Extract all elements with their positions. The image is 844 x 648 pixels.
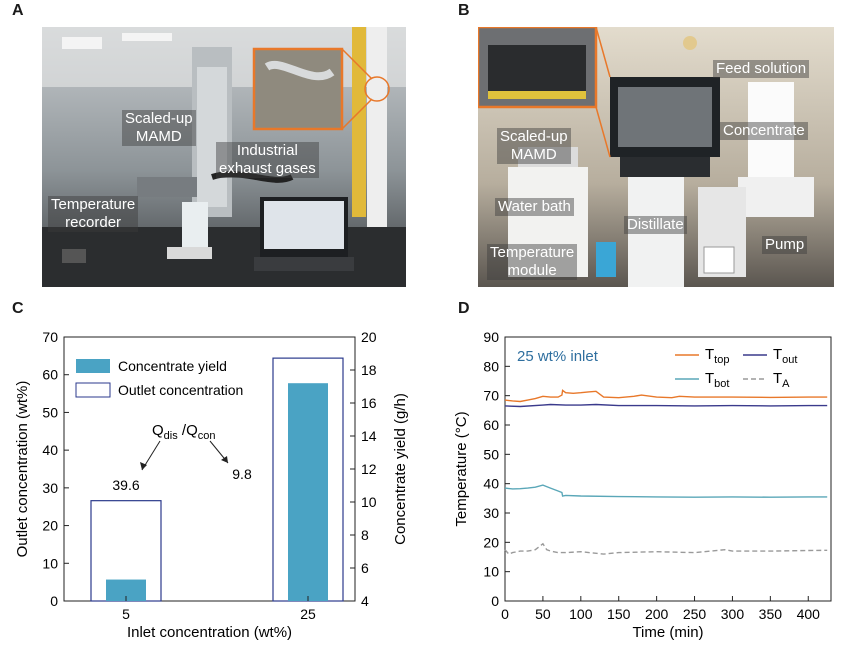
yield-bar [106, 579, 146, 601]
arrow-con-head [221, 456, 228, 463]
series-line-top [504, 389, 828, 403]
x-tick-label: 300 [721, 606, 745, 622]
y-right-tick-label: 12 [361, 461, 377, 477]
y-left-tick-label: 10 [42, 555, 58, 571]
y-right-tick-label: 14 [361, 428, 377, 444]
panel-letter-c: C [12, 300, 24, 317]
photo-b-label-concentrate: Concentrate [720, 122, 808, 140]
y-tick-label: 50 [483, 446, 499, 462]
x-axis-label: Inlet concentration (wt%) [127, 624, 292, 641]
panel-letter-b: B [458, 2, 470, 19]
series-line-out [504, 403, 828, 408]
y-tick-label: 10 [483, 564, 499, 580]
x-tick-label: 400 [797, 606, 821, 622]
y-right-tick-label: 4 [361, 593, 369, 609]
y-left-tick-label: 70 [42, 329, 58, 345]
y-right-tick-label: 18 [361, 362, 377, 378]
y-left-tick-label: 40 [42, 442, 58, 458]
y-left-axis-label: Outlet concentration (wt%) [14, 381, 31, 558]
photo-b-label-water-bath: Water bath [495, 198, 574, 216]
yield-bar [288, 383, 328, 601]
x-tick-label: 150 [607, 606, 631, 622]
y-tick-label: 30 [483, 505, 499, 521]
x-tick-label: 5 [122, 606, 130, 622]
y-left-tick-label: 30 [42, 480, 58, 496]
y-left-tick-label: 50 [42, 404, 58, 420]
photo-industrial-setup [42, 27, 406, 287]
y-left-tick-label: 0 [50, 593, 58, 609]
x-tick-label: 50 [535, 606, 551, 622]
legend-label-outlet: Outlet concentration [118, 382, 243, 398]
x-tick-label: 250 [683, 606, 707, 622]
y-tick-label: 90 [483, 329, 499, 345]
photo-b-label-pump: Pump [762, 236, 808, 254]
photo-b-label-module: Temperature module [487, 244, 578, 280]
photo-b-label-distillate: Distillate [624, 216, 687, 234]
arrow-dis-head [140, 462, 147, 470]
plot-frame [504, 336, 832, 602]
photo-lab-setup [478, 27, 834, 287]
y-tick-label: 0 [491, 593, 499, 609]
y-right-axis-label: Concentrate yield (g/h) [392, 393, 409, 545]
y-left-tick-label: 20 [42, 518, 58, 534]
y-right-tick-label: 20 [361, 329, 377, 345]
legend-swatch-yield [76, 359, 110, 373]
dis-value: 39.6 [112, 477, 139, 493]
photo-b-label-feed: Feed solution [713, 60, 810, 78]
series-line-bot [504, 484, 828, 498]
legend-label-a: TA [773, 370, 790, 390]
con-value: 9.8 [232, 466, 252, 482]
inlet-annotation: 25 wt% inlet [517, 348, 599, 365]
legend-swatch-outlet [75, 382, 111, 398]
legend-label-top: Ttop [705, 346, 729, 366]
y-right-tick-label: 6 [361, 560, 369, 576]
panel-letter-a: A [12, 2, 24, 19]
y-tick-label: 70 [483, 388, 499, 404]
photo-a-label-mamd: Scaled-up MAMD [122, 110, 196, 146]
chart-d-line: 0 10 20 30 40 50 60 70 80 90 0 50 100 150 200 250 300 350… [453, 329, 832, 641]
x-axis-label: Time (min) [632, 624, 703, 641]
x-tick-label: 100 [569, 606, 593, 622]
photo-b-label-mamd: Scaled-up MAMD [497, 128, 571, 164]
y-right-tick-label: 8 [361, 527, 369, 543]
y-right-tick-label: 16 [361, 395, 377, 411]
chart-c-bar: 0 10 20 30 40 50 60 70 4 6 8 10 12 14 16 18 20 5 25 Concent… [14, 329, 409, 641]
ratio-annotation: Qdis /Qcon [152, 422, 216, 442]
series-line-a [504, 542, 828, 555]
photo-a-label-exhaust: Industrial exhaust gases [216, 142, 319, 178]
y-tick-label: 60 [483, 417, 499, 433]
legend-label-yield: Concentrate yield [118, 358, 227, 374]
legend-label-bot: Tbot [705, 370, 729, 390]
x-tick-label: 200 [645, 606, 669, 622]
photo-a-label-recorder: Temperature recorder [48, 196, 139, 232]
y-tick-label: 20 [483, 534, 499, 550]
x-tick-label: 0 [501, 606, 509, 622]
y-axis-label: Temperature (°C) [453, 411, 470, 526]
y-right-tick-label: 10 [361, 494, 377, 510]
x-tick-label: 25 [300, 606, 316, 622]
legend-label-out: Tout [773, 346, 797, 366]
y-tick-label: 40 [483, 476, 499, 492]
y-left-tick-label: 60 [42, 367, 58, 383]
panel-letter-d: D [458, 300, 470, 317]
x-tick-label: 350 [759, 606, 783, 622]
y-tick-label: 80 [483, 358, 499, 374]
